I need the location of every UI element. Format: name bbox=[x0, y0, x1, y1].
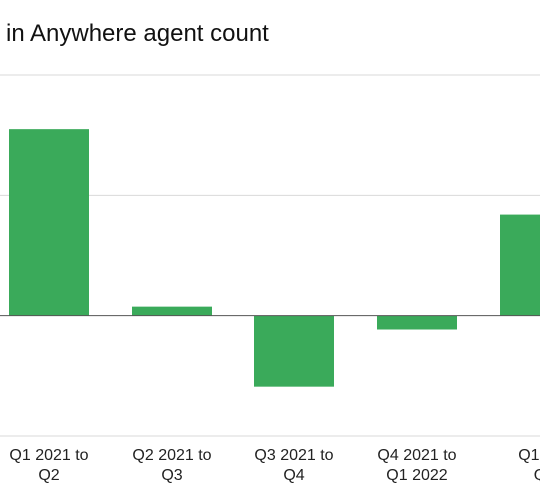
category-label-3: Q3 2021 to Q4 bbox=[254, 447, 333, 484]
bar-3 bbox=[254, 315, 334, 387]
bars bbox=[9, 129, 540, 387]
category-label-line: Q2 bbox=[38, 467, 59, 484]
category-label-line: Q bbox=[534, 467, 540, 484]
category-label-2: Q2 2021 to Q3 bbox=[132, 447, 211, 484]
category-label-4: Q4 2021 to Q1 2022 bbox=[377, 447, 456, 484]
category-label-line: Q3 2021 to bbox=[254, 447, 333, 464]
category-label-1: Q1 2021 to Q2 bbox=[9, 447, 88, 484]
category-label-line: Q1 20 bbox=[518, 447, 540, 464]
category-label-line: Q2 2021 to bbox=[132, 447, 211, 464]
bar-2 bbox=[132, 306, 212, 316]
gridlines bbox=[0, 74, 540, 437]
category-label-line: Q4 bbox=[283, 467, 304, 484]
category-label-5: Q1 20 Q bbox=[518, 447, 540, 484]
bar-1 bbox=[9, 129, 89, 316]
category-labels: Q1 2021 to Q2 Q2 2021 to Q3 Q3 2021 to Q4 Q4 2… bbox=[9, 447, 540, 484]
bar-4 bbox=[377, 315, 457, 330]
category-label-line: Q1 2022 bbox=[386, 467, 447, 484]
bar-5 bbox=[500, 214, 540, 316]
category-label-line: Q4 2021 to bbox=[377, 447, 456, 464]
chart-title: in Anywhere agent count bbox=[6, 20, 269, 47]
category-label-line: Q1 2021 to bbox=[9, 447, 88, 464]
category-label-line: Q3 bbox=[161, 467, 182, 484]
